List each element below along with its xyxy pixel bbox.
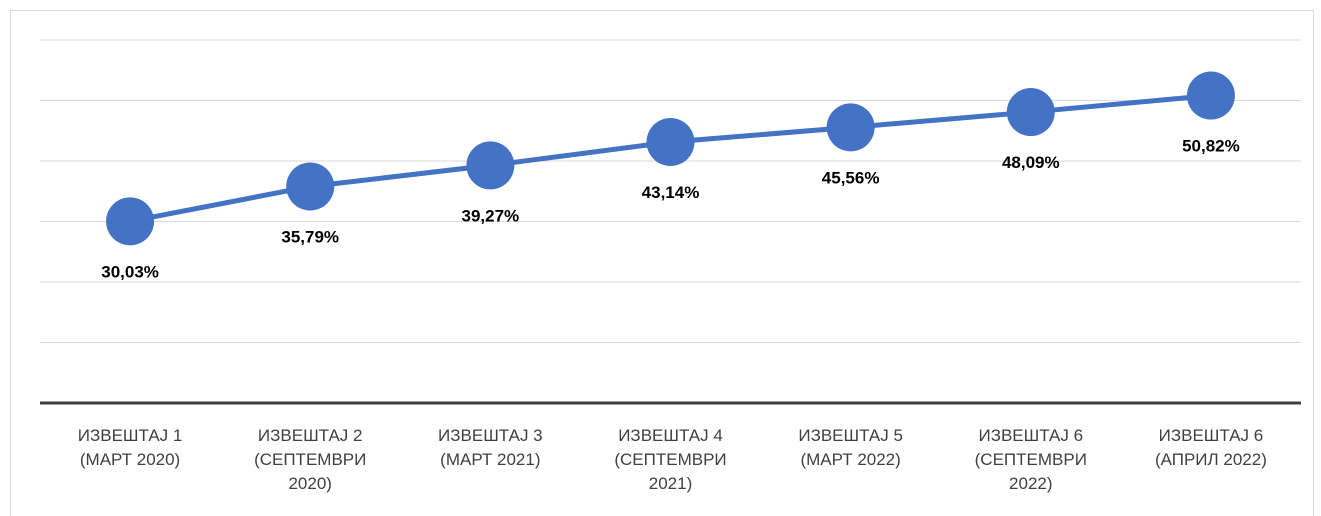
x-tick-label: ИЗВЕШТАЈ 2 (СЕПТЕМВРИ 2020) bbox=[254, 426, 367, 493]
data-label: 30,03% bbox=[101, 262, 159, 281]
chart-frame bbox=[10, 10, 1314, 516]
data-label: 48,09% bbox=[1002, 153, 1060, 172]
data-label: 35,79% bbox=[281, 227, 339, 246]
x-tick-label: ИЗВЕШТАЈ 4 (СЕПТЕМВРИ 2021) bbox=[614, 426, 727, 493]
data-label: 45,56% bbox=[822, 168, 880, 187]
marker bbox=[1006, 88, 1055, 137]
marker bbox=[826, 103, 875, 152]
x-tick-label: ИЗВЕШТАЈ 6 (СЕПТЕМВРИ 2022) bbox=[974, 426, 1087, 493]
marker bbox=[286, 162, 335, 211]
x-tick-label: ИЗВЕШТАЈ 3 (МАРТ 2021) bbox=[438, 426, 543, 469]
x-tick-label: ИЗВЕШТАЈ 5 (МАРТ 2022) bbox=[798, 426, 903, 469]
data-label: 50,82% bbox=[1182, 137, 1240, 156]
data-label: 39,27% bbox=[462, 206, 520, 225]
x-tick-label: ИЗВЕШТАЈ 1 (МАРТ 2020) bbox=[77, 426, 183, 469]
marker bbox=[106, 197, 155, 246]
marker bbox=[1186, 71, 1235, 120]
marker bbox=[466, 141, 515, 190]
data-label: 43,14% bbox=[642, 183, 700, 202]
marker bbox=[646, 118, 695, 167]
x-tick-label: ИЗВЕШТАЈ 6 (АПРИЛ 2022) bbox=[1154, 426, 1267, 469]
